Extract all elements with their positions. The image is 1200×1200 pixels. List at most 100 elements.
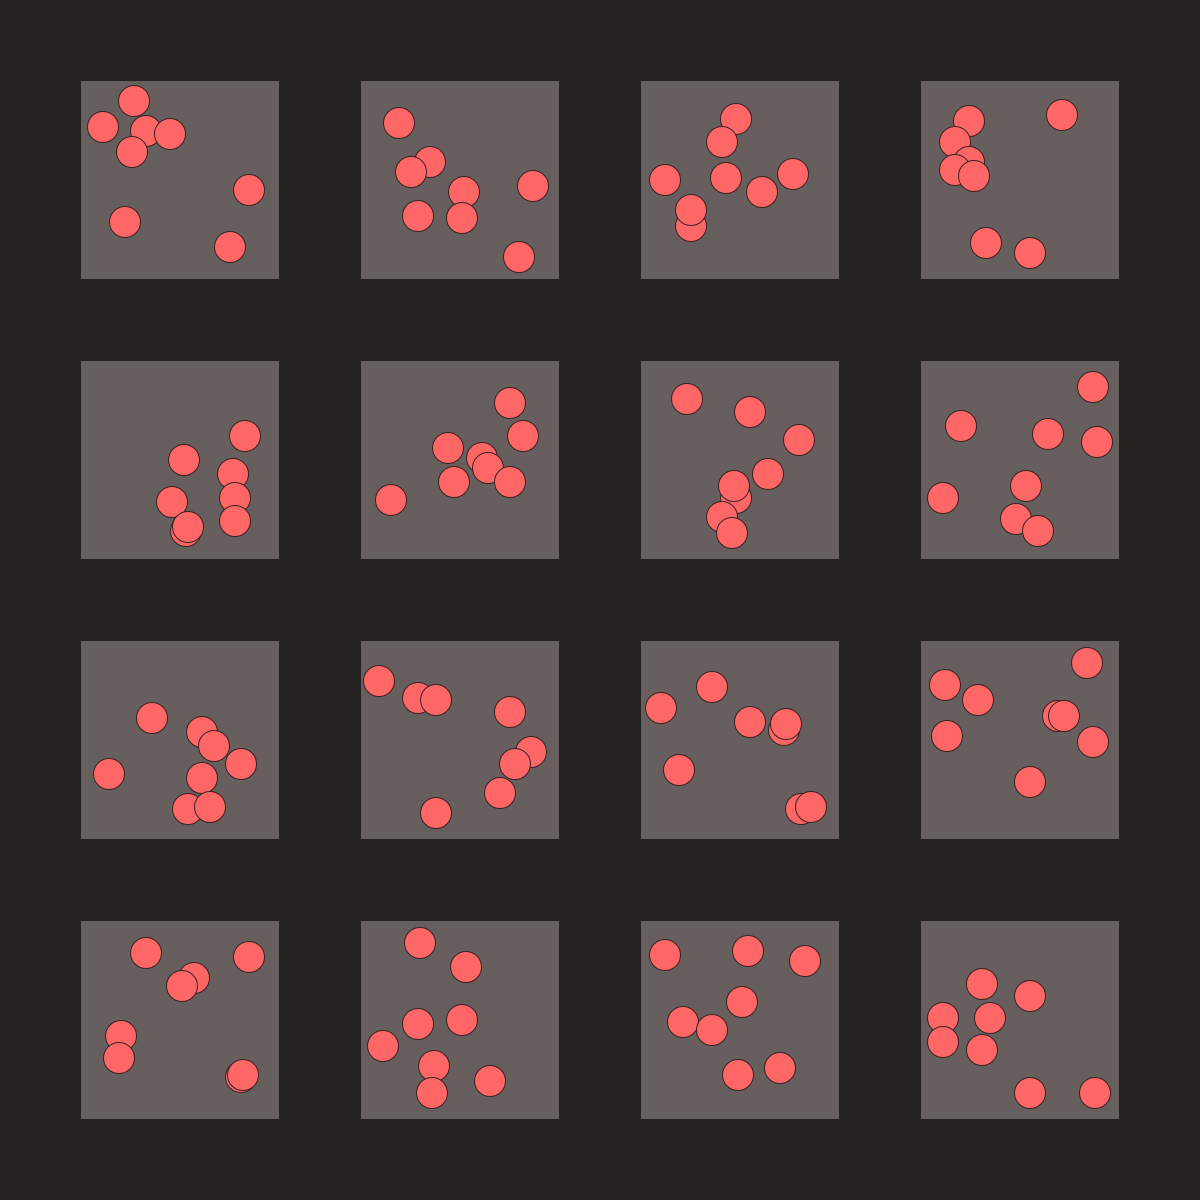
dot xyxy=(733,396,766,429)
dot xyxy=(116,136,149,169)
dot xyxy=(493,386,526,419)
dot xyxy=(420,797,453,830)
panel-16 xyxy=(921,921,1119,1119)
panel-14 xyxy=(361,921,559,1119)
dot xyxy=(1013,980,1046,1013)
dot xyxy=(213,231,246,264)
dot xyxy=(1021,515,1054,548)
dot xyxy=(751,457,784,490)
dot xyxy=(789,944,822,977)
dot xyxy=(517,169,550,202)
dot xyxy=(374,483,407,516)
panel-3 xyxy=(641,81,839,279)
dot xyxy=(438,465,471,498)
dot xyxy=(710,162,743,195)
dot xyxy=(769,708,802,741)
dot xyxy=(197,729,230,762)
panel-1 xyxy=(81,81,279,279)
dot xyxy=(674,193,707,226)
dot xyxy=(763,1051,796,1084)
dot xyxy=(416,1077,449,1110)
dot xyxy=(1077,370,1110,403)
dot xyxy=(952,104,985,137)
dot xyxy=(1013,1077,1046,1110)
dot xyxy=(493,696,526,729)
dot xyxy=(225,747,258,780)
dot xyxy=(382,106,415,139)
dot xyxy=(402,1007,435,1040)
dot xyxy=(666,1005,699,1038)
dot xyxy=(499,747,532,780)
dot xyxy=(92,757,125,790)
panel-15 xyxy=(641,921,839,1119)
dot xyxy=(696,1013,729,1046)
panel-7 xyxy=(641,361,839,559)
dot xyxy=(1045,98,1078,131)
dot xyxy=(233,173,266,206)
dot xyxy=(930,720,963,753)
dot xyxy=(507,420,540,453)
panel-5 xyxy=(81,361,279,559)
panel-11 xyxy=(641,641,839,839)
dot xyxy=(420,684,453,717)
dot xyxy=(944,410,977,443)
panel-6 xyxy=(361,361,559,559)
panel-12 xyxy=(921,641,1119,839)
dot xyxy=(503,241,536,274)
dot xyxy=(229,420,262,453)
dot xyxy=(219,505,252,538)
dot xyxy=(1081,426,1114,459)
dot xyxy=(725,986,758,1019)
dot xyxy=(1079,1077,1112,1110)
panel-4 xyxy=(921,81,1119,279)
dot xyxy=(1077,725,1110,758)
dot xyxy=(136,702,169,735)
dot xyxy=(493,465,526,498)
dot xyxy=(966,1033,999,1066)
dot xyxy=(473,1065,506,1098)
panel-2 xyxy=(361,81,559,279)
dot xyxy=(974,1002,1007,1035)
dot xyxy=(418,1049,451,1082)
dot xyxy=(108,205,141,238)
dot xyxy=(233,940,266,973)
dot xyxy=(402,199,435,232)
dot xyxy=(716,517,749,550)
dot xyxy=(731,934,764,967)
dot xyxy=(185,761,218,794)
dot xyxy=(722,1059,755,1092)
dot xyxy=(733,706,766,739)
dot xyxy=(648,938,681,971)
dot xyxy=(404,926,437,959)
dot xyxy=(118,84,151,117)
dot xyxy=(962,684,995,717)
dot xyxy=(1009,469,1042,502)
dot xyxy=(154,118,187,151)
dot xyxy=(706,126,739,159)
dot xyxy=(958,160,991,193)
dot xyxy=(1013,237,1046,270)
dot xyxy=(1013,765,1046,798)
dot xyxy=(926,481,959,514)
dot xyxy=(445,201,478,234)
dot xyxy=(171,511,204,544)
dot xyxy=(445,1004,478,1036)
dot xyxy=(193,791,226,824)
dot xyxy=(86,110,119,143)
dot xyxy=(1031,418,1064,451)
dot xyxy=(696,670,729,703)
dot xyxy=(362,664,395,697)
dot xyxy=(795,791,828,824)
dot xyxy=(966,968,999,1001)
dot xyxy=(165,970,198,1003)
dot xyxy=(644,692,677,725)
dot xyxy=(449,950,482,983)
panel-9 xyxy=(81,641,279,839)
dot xyxy=(227,1059,260,1092)
dot xyxy=(394,156,427,189)
dot xyxy=(670,382,703,415)
dot xyxy=(777,158,810,191)
dot xyxy=(970,227,1003,260)
dot xyxy=(102,1041,135,1074)
